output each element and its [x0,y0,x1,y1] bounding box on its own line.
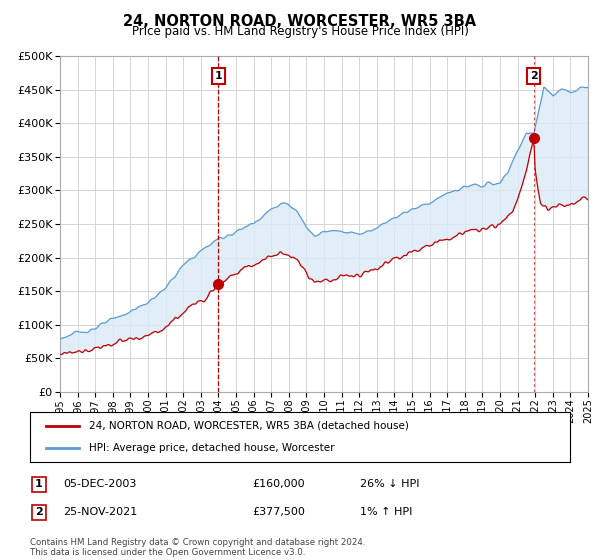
Text: 1% ↑ HPI: 1% ↑ HPI [360,507,412,517]
Text: 2: 2 [530,71,538,81]
Text: Contains HM Land Registry data © Crown copyright and database right 2024.
This d: Contains HM Land Registry data © Crown c… [30,538,365,557]
Text: £160,000: £160,000 [252,479,305,489]
Text: 24, NORTON ROAD, WORCESTER, WR5 3BA: 24, NORTON ROAD, WORCESTER, WR5 3BA [124,14,476,29]
Text: 24, NORTON ROAD, WORCESTER, WR5 3BA (detached house): 24, NORTON ROAD, WORCESTER, WR5 3BA (det… [89,421,409,431]
Text: 05-DEC-2003: 05-DEC-2003 [63,479,136,489]
Text: £377,500: £377,500 [252,507,305,517]
Text: Price paid vs. HM Land Registry's House Price Index (HPI): Price paid vs. HM Land Registry's House … [131,25,469,38]
Text: 2: 2 [35,507,43,517]
Text: 25-NOV-2021: 25-NOV-2021 [63,507,137,517]
Text: 26% ↓ HPI: 26% ↓ HPI [360,479,419,489]
Text: HPI: Average price, detached house, Worcester: HPI: Average price, detached house, Worc… [89,443,335,453]
Text: 1: 1 [215,71,222,81]
Text: 1: 1 [35,479,43,489]
